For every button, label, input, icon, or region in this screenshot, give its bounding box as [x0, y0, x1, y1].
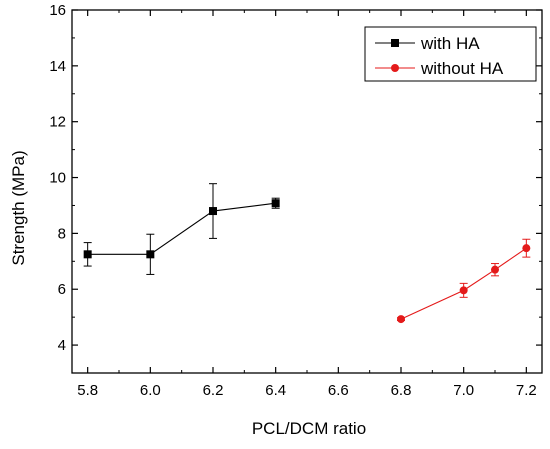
y-tick-label: 4 [58, 337, 66, 354]
series-line-without-ha [400, 247, 527, 320]
data-point-with-ha [209, 207, 217, 216]
y-tick-label: 16 [49, 2, 66, 19]
legend-marker [391, 39, 399, 47]
plot-layer: 5.8 6.0 6.2 6.4 6.6 6.8 7.0 7.2 4 6 8 10 12 14 16 with … [49, 2, 543, 399]
legend: with HA without HA [364, 26, 537, 82]
legend-box [364, 26, 537, 82]
x-tick-label: 6.2 [203, 382, 224, 399]
x-axis-label: PCL/DCM ratio [252, 419, 366, 438]
x-tick-label: 6.6 [328, 382, 349, 399]
x-tick-label: 6.4 [265, 382, 286, 399]
data-point-without-ha [522, 244, 531, 253]
series-line-with-ha [87, 202, 276, 255]
x-tick-label: 7.0 [453, 382, 474, 399]
y-tick-label: 8 [58, 225, 66, 242]
x-tick-label: 5.8 [77, 382, 98, 399]
y-tick-label: 12 [49, 114, 66, 131]
legend-label: without HA [420, 59, 504, 78]
legend-label: with HA [420, 34, 480, 53]
x-tick-label: 6.8 [391, 382, 412, 399]
data-point-with-ha [271, 199, 280, 208]
y-axis-label: Strength (MPa) [9, 150, 28, 265]
y-tick-label: 14 [49, 58, 66, 75]
y-tick-label: 6 [58, 281, 66, 298]
x-tick-label: 6.0 [140, 382, 161, 399]
data-point-with-ha [83, 250, 92, 259]
legend-marker [391, 64, 399, 72]
x-tick-label: 7.2 [516, 382, 537, 399]
data-point-with-ha [146, 250, 155, 259]
data-point-without-ha [397, 315, 405, 324]
data-point-without-ha [491, 265, 499, 274]
data-point-without-ha [459, 286, 468, 295]
y-tick-label: 10 [49, 170, 66, 187]
